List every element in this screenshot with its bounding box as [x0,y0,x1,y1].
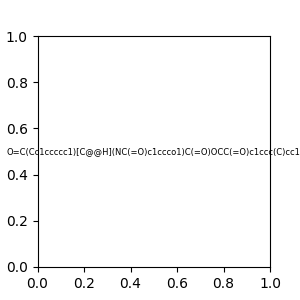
Text: O=C(Cc1ccccc1)[C@@H](NC(=O)c1ccco1)C(=O)OCC(=O)c1ccc(C)cc1: O=C(Cc1ccccc1)[C@@H](NC(=O)c1ccco1)C(=O)… [7,147,300,156]
